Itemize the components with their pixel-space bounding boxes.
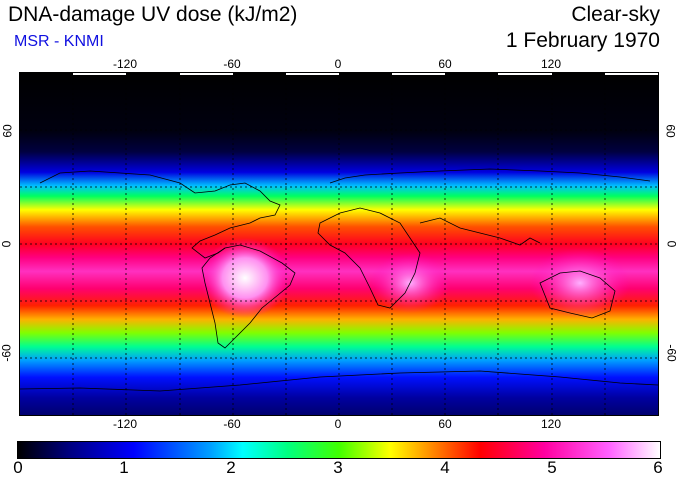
colorbar-label: 0 bbox=[13, 458, 23, 477]
lon-tick-bottom: -120 bbox=[112, 417, 138, 431]
lon-tick-top: 60 bbox=[438, 57, 452, 71]
lat-tick-right: 60 bbox=[663, 124, 678, 138]
lat-tick-left: 60 bbox=[0, 124, 15, 138]
lat-tick-right: 0 bbox=[664, 240, 678, 248]
sky-condition: Clear-sky bbox=[571, 3, 660, 26]
source-credit: MSR - KNMI bbox=[14, 33, 104, 50]
lon-tick-bottom: 0 bbox=[334, 417, 342, 431]
colorbar-label: 6 bbox=[653, 458, 663, 477]
lon-tick-top: 0 bbox=[334, 57, 342, 71]
colorbar-label: 2 bbox=[226, 458, 236, 477]
colorbar-label: 1 bbox=[119, 458, 129, 477]
lat-tick-left: 0 bbox=[0, 240, 14, 248]
uv-dose-map bbox=[19, 72, 659, 416]
colorbar-label: 3 bbox=[333, 458, 343, 477]
map-date: 1 February 1970 bbox=[505, 29, 660, 52]
colorbar-label: 4 bbox=[440, 458, 450, 477]
map-title: DNA-damage UV dose (kJ/m2) bbox=[8, 3, 298, 26]
lat-tick-right: -60 bbox=[664, 344, 678, 362]
colorbar-label: 5 bbox=[547, 458, 557, 477]
lat-tick-left: -60 bbox=[0, 344, 14, 362]
lon-tick-top: 120 bbox=[540, 57, 562, 71]
lon-tick-bottom: -60 bbox=[223, 417, 241, 431]
lon-tick-bottom: 60 bbox=[438, 417, 452, 431]
colorbar bbox=[17, 441, 661, 459]
lon-tick-top: -60 bbox=[223, 57, 241, 71]
lon-tick-bottom: 120 bbox=[540, 417, 562, 431]
lon-tick-top: -120 bbox=[112, 57, 138, 71]
